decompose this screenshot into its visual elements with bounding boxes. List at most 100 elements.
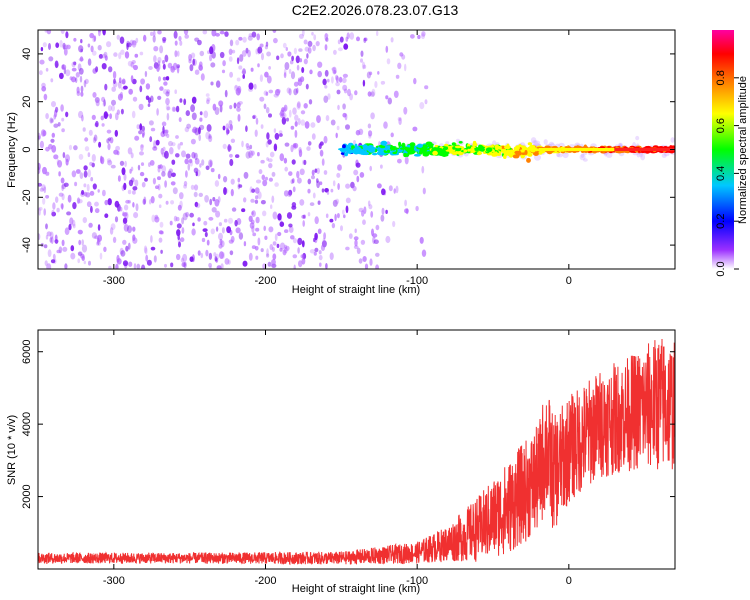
spectrogram-noise-cell <box>313 237 316 243</box>
spectrogram-noise-cell <box>165 103 170 111</box>
spectrogram-noise-cell <box>243 171 249 179</box>
colorbar-tick-label: 0.0 <box>715 261 727 276</box>
spectrogram-noise-cell <box>84 137 89 142</box>
spectrogram-noise-cell <box>199 111 203 116</box>
spectrogram-halo-cell <box>532 139 538 147</box>
spectrogram-noise-cell <box>280 53 284 59</box>
spectrogram-noise-cell <box>254 129 258 137</box>
spectrogram-noise-cell <box>101 53 107 59</box>
spectrogram-noise-cell <box>374 81 378 88</box>
spectrogram-noise-cell <box>369 71 373 76</box>
spectrogram-noise-cell <box>288 171 293 177</box>
spectrogram-noise-cell <box>162 125 165 134</box>
spectrogram-noise-cell <box>304 121 310 129</box>
spectrogram-noise-cell <box>215 210 221 218</box>
spectrogram-halo-cell <box>640 153 646 161</box>
spectrogram-noise-cell <box>101 96 106 102</box>
spectrogram-noise-cell <box>214 256 218 262</box>
spectrogram-noise-cell <box>166 133 170 138</box>
spectrogram-signal-cell <box>475 147 481 152</box>
spectrogram-noise-cell <box>362 256 367 262</box>
spectrogram-noise-cell <box>350 181 355 189</box>
spectrogram-noise-cell <box>303 159 307 166</box>
spectrogram-noise-cell <box>38 182 43 187</box>
spectrogram-noise-cell <box>122 217 128 224</box>
spectrogram-noise-cell <box>404 199 407 207</box>
spectrogram-signal-cell <box>425 141 433 146</box>
spectrogram-noise-cell <box>169 147 174 155</box>
spectrogram-noise-cell <box>132 226 136 232</box>
spectrogram-noise-cell <box>362 219 366 225</box>
spectrogram-noise-cell <box>139 85 143 93</box>
spectrogram-noise-cell <box>177 204 182 211</box>
spectrogram-noise-cell <box>79 56 84 62</box>
spectrogram-noise-cell <box>144 177 148 182</box>
spectrogram-noise-cell <box>324 69 329 77</box>
spectrogram-noise-cell <box>367 200 371 207</box>
spectrogram-noise-cell <box>316 178 319 184</box>
spectrogram-noise-cell <box>77 258 80 264</box>
spectrogram-noise-cell <box>153 46 159 52</box>
spectrogram-signal-cell <box>389 146 393 150</box>
spectrogram-noise-cell <box>114 216 119 223</box>
spectrogram-noise-cell <box>204 195 210 203</box>
spectrogram-noise-cell <box>91 162 95 168</box>
spectrogram-noise-cell <box>268 66 271 70</box>
spectrogram-noise-cell <box>143 245 148 254</box>
spectrogram-noise-cell <box>114 200 120 208</box>
spectrogram-noise-cell <box>289 60 294 65</box>
spectrogram-noise-cell <box>339 36 344 43</box>
spectrogram-noise-cell <box>262 179 268 187</box>
spectrogram-noise-cell <box>209 265 212 269</box>
spectrogram-noise-cell <box>293 264 296 269</box>
spectrogram-noise-cell <box>422 187 426 195</box>
spectrogram-noise-cell <box>182 253 188 262</box>
spectrogram-noise-cell <box>300 119 306 126</box>
spectrogram-y-axis-label: Frequency (Hz) <box>6 112 18 188</box>
spectrogram-noise-cell <box>392 220 396 228</box>
spectrogram-noise-cell <box>224 89 228 98</box>
spectrogram-noise-cell <box>291 205 297 210</box>
spectrogram-noise-cell <box>269 244 274 251</box>
spectrogram-noise-cell <box>331 76 334 84</box>
spectrogram-noise-cell <box>247 35 253 41</box>
spectrogram-noise-cell <box>290 71 296 80</box>
spectrogram-noise-cell <box>91 232 97 239</box>
spectrogram-noise-cell <box>97 189 100 193</box>
spectrogram-signal-cell <box>443 153 449 157</box>
spectrogram-noise-cell <box>138 103 144 111</box>
spectrogram-signal-cell <box>485 147 493 153</box>
spectrogram-noise-cell <box>100 115 105 121</box>
spectrogram-noise-cell <box>336 125 340 131</box>
spectrogram-noise-cell <box>179 141 183 146</box>
spectrogram-noise-cell <box>189 212 194 218</box>
spectrogram-noise-cell <box>251 31 257 38</box>
spectrogram-noise-cell <box>189 256 194 263</box>
spectrogram-noise-cell <box>191 112 197 121</box>
spectrogram-noise-cell <box>131 177 135 183</box>
spectrogram-noise-cell <box>157 56 162 64</box>
spectrogram-noise-cell <box>165 97 170 106</box>
spectrogram-noise-cell <box>325 115 330 122</box>
spectrogram-noise-cell <box>57 122 61 127</box>
spectrogram-noise-cell <box>194 152 198 160</box>
spectrogram-noise-cell <box>117 81 122 89</box>
spectrogram-noise-cell <box>128 261 133 267</box>
spectrogram-noise-cell <box>191 228 196 236</box>
spectrogram-noise-cell <box>268 226 274 233</box>
spectrogram-halo-cell <box>670 137 675 143</box>
spectrogram-noise-cell <box>390 132 394 138</box>
spectrogram-noise-cell <box>219 251 224 259</box>
spectrogram-noise-cell <box>279 133 283 137</box>
spectrogram-noise-cell <box>160 147 164 155</box>
spectrogram-noise-cell <box>237 114 241 122</box>
spectrogram-signal-cell <box>444 143 449 147</box>
spectrogram-noise-cell <box>255 117 259 125</box>
spectrogram-noise-cell <box>108 66 113 73</box>
spectrogram-noise-cell <box>88 222 93 228</box>
spectrogram-noise-cell <box>139 171 145 177</box>
spectrogram-noise-cell <box>257 191 262 200</box>
spectrogram-signal-cell <box>342 144 346 149</box>
spectrogram-noise-cell <box>125 245 129 252</box>
spectrogram-noise-cell <box>230 188 234 197</box>
